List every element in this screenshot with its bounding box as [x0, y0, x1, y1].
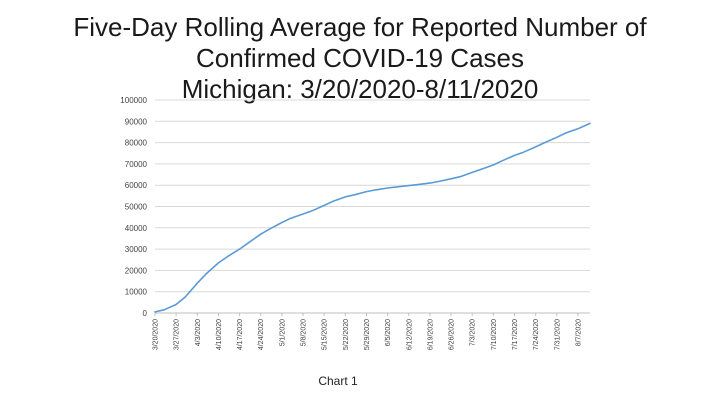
data-point	[154, 311, 155, 312]
x-axis-ticks: 3/20/2020 3/27/2020 4/3/2020 4/10/2020 4/17/…	[153, 313, 582, 350]
x-tick-label: 5/8/2020	[301, 319, 308, 346]
data-point	[206, 273, 207, 274]
x-tick-label: 7/24/2020	[533, 319, 540, 350]
x-tick-label: 7/3/2020	[470, 319, 477, 346]
title-line-1: Five-Day Rolling Average for Reported Nu…	[73, 12, 647, 42]
data-point	[324, 205, 325, 206]
x-tick-label: 7/10/2020	[491, 319, 498, 350]
chart-title: Five-Day Rolling Average for Reported Nu…	[0, 12, 720, 105]
data-point	[312, 210, 313, 211]
x-tick-label: 6/5/2020	[385, 319, 392, 346]
x-tick-label: 4/24/2020	[258, 319, 265, 350]
data-point	[429, 183, 430, 184]
data-point	[164, 309, 165, 310]
x-tick-label: 6/19/2020	[427, 319, 434, 350]
data-point	[577, 128, 578, 129]
data-point	[417, 184, 418, 185]
y-axis-ticks: 0 10000 20000 30000 40000 50000 60000 70000 8000…	[120, 96, 147, 318]
data-point	[248, 242, 249, 243]
x-tick-label: 7/17/2020	[512, 319, 519, 350]
data-point	[366, 191, 367, 192]
x-tick-label: 5/1/2020	[279, 319, 286, 346]
x-tick-label: 5/22/2020	[343, 319, 350, 350]
y-tick-label: 70000	[125, 160, 148, 169]
gridlines	[155, 99, 590, 314]
data-point	[375, 189, 376, 190]
data-point	[438, 181, 439, 182]
data-point	[227, 256, 228, 257]
data-point	[354, 194, 355, 195]
data-point	[481, 169, 482, 170]
title-line-3: Michigan: 3/20/2020-8/11/2020	[181, 74, 539, 104]
data-point	[281, 222, 282, 223]
data-point	[396, 186, 397, 187]
y-tick-label: 20000	[125, 266, 148, 275]
y-tick-label: 40000	[125, 224, 148, 233]
y-tick-label: 30000	[125, 245, 148, 254]
data-point	[502, 160, 503, 161]
x-tick-label: 5/29/2020	[364, 319, 371, 350]
x-tick-label: 6/26/2020	[449, 319, 456, 350]
x-tick-label: 6/12/2020	[406, 319, 413, 350]
data-point	[544, 142, 545, 143]
data-point	[218, 262, 219, 263]
data-point	[290, 218, 291, 219]
data-point	[387, 187, 388, 188]
data-point	[565, 132, 566, 133]
data-point	[176, 304, 177, 305]
x-tick-label: 3/20/2020	[153, 319, 160, 350]
data-point	[269, 228, 270, 229]
series-line-0	[154, 122, 591, 313]
data-point	[333, 201, 334, 202]
data-point	[493, 164, 494, 165]
data-point	[460, 176, 461, 177]
x-tick-label: 3/27/2020	[174, 319, 181, 350]
data-point	[408, 185, 409, 186]
chart-caption: Chart 1	[318, 374, 358, 388]
data-point	[514, 155, 515, 156]
y-tick-label: 100000	[120, 96, 147, 105]
x-tick-label: 4/17/2020	[237, 319, 244, 350]
data-point	[589, 123, 590, 124]
y-tick-label: 50000	[125, 203, 148, 212]
y-tick-label: 90000	[125, 117, 148, 126]
data-point	[239, 249, 240, 250]
y-tick-label: 80000	[125, 139, 148, 148]
x-tick-label: 4/3/2020	[195, 319, 202, 346]
x-tick-label: 8/7/2020	[575, 319, 582, 346]
y-tick-label: 0	[143, 309, 148, 318]
series-group	[154, 122, 591, 313]
data-point	[556, 137, 557, 138]
data-point	[472, 172, 473, 173]
data-point	[523, 152, 524, 153]
x-tick-label: 7/31/2020	[554, 319, 561, 350]
y-tick-label: 60000	[125, 181, 148, 190]
x-tick-label: 4/10/2020	[216, 319, 223, 350]
x-tick-label: 5/15/2020	[322, 319, 329, 350]
y-tick-label: 10000	[125, 288, 148, 297]
data-point	[302, 213, 303, 214]
data-point	[345, 196, 346, 197]
title-line-2: Confirmed COVID-19 Cases	[196, 43, 524, 73]
data-point	[260, 234, 261, 235]
data-point	[185, 296, 186, 297]
data-point	[450, 178, 451, 179]
data-point	[197, 283, 198, 284]
data-point	[535, 146, 536, 147]
